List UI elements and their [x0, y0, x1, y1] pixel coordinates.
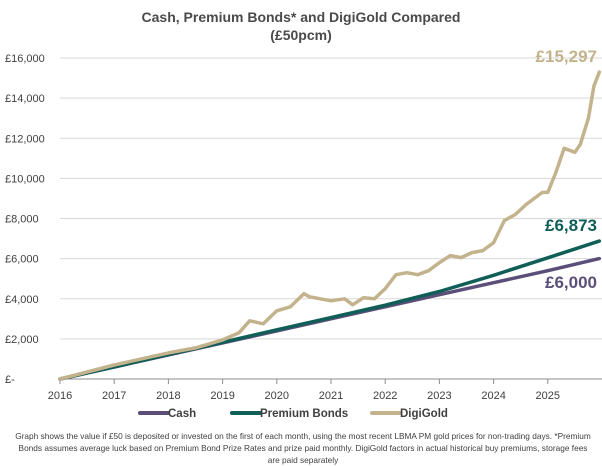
- x-tick-label: 2017: [102, 390, 126, 402]
- series-line-premium-bonds: [58, 239, 602, 381]
- x-tick-label: 2016: [48, 390, 72, 402]
- end-label-premium-bonds: £6,873: [545, 216, 597, 235]
- chart-title: Cash, Premium Bonds* and DigiGold Compar…: [141, 9, 461, 25]
- legend-label-cash: Cash: [168, 408, 196, 420]
- legend-label-digigold: DigiGold: [400, 408, 448, 420]
- x-tick-label: 2025: [536, 390, 560, 402]
- y-tick-label: £16,000: [5, 53, 45, 65]
- legend-label-premium-bonds: Premium Bonds: [260, 408, 348, 420]
- y-tick-label: £-: [5, 374, 15, 386]
- footnote: Graph shows the value if £50 is deposite…: [15, 431, 591, 465]
- series-line-digigold: [58, 70, 602, 381]
- y-tick-label: £6,000: [5, 254, 39, 266]
- y-tick-label: £14,000: [5, 93, 45, 105]
- x-tick-label: 2021: [319, 390, 343, 402]
- x-tick-label: 2020: [265, 390, 289, 402]
- x-tick-label: 2024: [481, 390, 505, 402]
- x-tick-label: 2018: [156, 390, 180, 402]
- x-tick-label: 2023: [427, 390, 451, 402]
- y-tick-label: £2,000: [5, 334, 39, 346]
- y-tick-label: £8,000: [5, 214, 39, 226]
- x-tick-label: 2019: [210, 390, 234, 402]
- y-tick-label: £4,000: [5, 294, 39, 306]
- y-tick-label: £10,000: [5, 173, 45, 185]
- x-tick-label: 2022: [373, 390, 397, 402]
- y-tick-label: £12,000: [5, 133, 45, 145]
- chart-subtitle: (£50pcm): [270, 27, 332, 43]
- end-label-digigold: £15,297: [536, 47, 597, 66]
- end-label-cash: £6,000: [545, 273, 597, 292]
